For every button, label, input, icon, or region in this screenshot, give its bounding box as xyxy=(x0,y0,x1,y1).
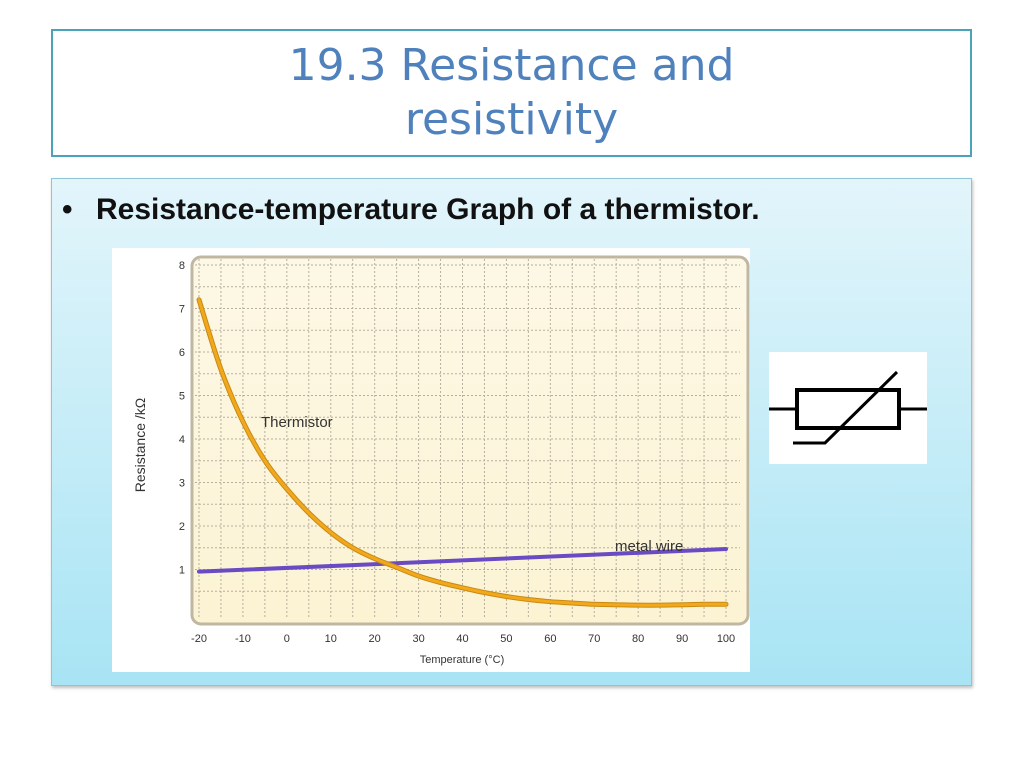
x-tick-label: 0 xyxy=(284,633,290,645)
y-tick-label: 5 xyxy=(179,391,185,403)
thermistor-symbol-icon xyxy=(769,370,927,445)
series-group xyxy=(196,297,729,608)
x-tick-label: -20 xyxy=(191,633,207,645)
y-tick-label: 6 xyxy=(179,347,185,359)
y-tick-label: 1 xyxy=(179,565,185,577)
y-tick-labels: 1 2 3 4 5 6 7 8 xyxy=(179,260,185,577)
series-line-thermistor xyxy=(197,298,728,607)
series-label-thermistor: Thermistor xyxy=(261,414,333,431)
x-tick-label: 90 xyxy=(676,633,688,645)
series-line-metal-wire xyxy=(197,547,728,574)
resistance-temperature-chart: 1 2 3 4 5 6 7 8 -20 -10 0 10 20 30 40 50 60 70 80 90 100 Th… xyxy=(132,255,750,666)
grid xyxy=(195,259,740,619)
x-tick-label: -10 xyxy=(235,633,251,645)
y-axis-label: Resistance /kΩ xyxy=(132,398,148,493)
y-tick-label: 7 xyxy=(179,304,185,316)
series-label-metal-wire: metal wire xyxy=(615,538,683,555)
x-tick-label: 60 xyxy=(544,633,556,645)
thermistor-symbol xyxy=(769,352,927,464)
x-tick-label: 70 xyxy=(588,633,600,645)
x-axis-label: Temperature (°C) xyxy=(420,654,504,666)
bullet-item: • Resistance-temperature Graph of a therm… xyxy=(62,193,760,227)
title-box: 19.3 Resistance and resistivity xyxy=(51,29,972,157)
x-tick-label: 10 xyxy=(325,633,337,645)
y-tick-label: 4 xyxy=(179,434,185,446)
y-tick-label: 2 xyxy=(179,521,185,533)
y-tick-label: 3 xyxy=(179,478,185,490)
x-tick-label: 80 xyxy=(632,633,644,645)
x-tick-label: 100 xyxy=(717,633,735,645)
bullet-text: Resistance-temperature Graph of a thermi… xyxy=(96,193,760,226)
slide-title-line2: resistivity xyxy=(404,94,619,145)
y-tick-label: 8 xyxy=(179,260,185,272)
chart-container: 1 2 3 4 5 6 7 8 -20 -10 0 10 20 30 40 50 60 70 80 90 100 Th… xyxy=(112,248,750,672)
x-tick-label: 30 xyxy=(412,633,424,645)
slide-title-line1: 19.3 Resistance and xyxy=(288,40,735,91)
x-tick-label: 40 xyxy=(456,633,468,645)
x-tick-label: 50 xyxy=(500,633,512,645)
bullet-marker: • xyxy=(62,193,73,226)
x-tick-labels: -20 -10 0 10 20 30 40 50 60 70 80 90 100 xyxy=(191,633,735,645)
x-tick-label: 20 xyxy=(369,633,381,645)
